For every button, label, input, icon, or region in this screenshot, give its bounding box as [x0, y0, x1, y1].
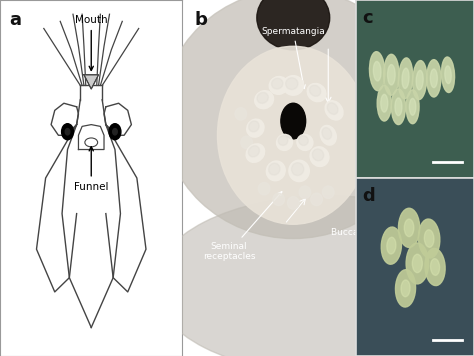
Ellipse shape — [241, 136, 253, 149]
Ellipse shape — [281, 103, 306, 139]
Text: Buccal membrane: Buccal membrane — [331, 182, 413, 237]
Ellipse shape — [249, 121, 259, 132]
Ellipse shape — [276, 134, 292, 151]
Ellipse shape — [419, 219, 440, 258]
Ellipse shape — [325, 101, 343, 120]
Ellipse shape — [381, 94, 388, 112]
Polygon shape — [84, 75, 99, 89]
Text: Seminal
receptacles: Seminal receptacles — [203, 192, 282, 261]
Ellipse shape — [412, 61, 427, 100]
Ellipse shape — [430, 258, 439, 276]
Ellipse shape — [258, 183, 270, 195]
Ellipse shape — [257, 93, 268, 103]
Ellipse shape — [327, 0, 474, 222]
Text: Funnel: Funnel — [74, 147, 109, 192]
Ellipse shape — [381, 227, 401, 264]
Ellipse shape — [404, 219, 414, 237]
Ellipse shape — [62, 124, 73, 140]
Ellipse shape — [322, 186, 334, 198]
Ellipse shape — [299, 136, 308, 146]
Ellipse shape — [248, 146, 259, 157]
Ellipse shape — [387, 237, 396, 254]
Ellipse shape — [269, 163, 280, 175]
Ellipse shape — [299, 186, 311, 198]
Ellipse shape — [395, 270, 416, 307]
Text: d: d — [362, 187, 374, 205]
Text: c: c — [362, 9, 373, 27]
Ellipse shape — [218, 46, 369, 224]
Ellipse shape — [320, 125, 336, 145]
Ellipse shape — [283, 75, 303, 95]
Ellipse shape — [430, 69, 438, 88]
Ellipse shape — [399, 208, 419, 247]
Ellipse shape — [406, 243, 428, 284]
Ellipse shape — [441, 57, 455, 93]
Ellipse shape — [162, 0, 424, 239]
Ellipse shape — [289, 160, 310, 182]
Ellipse shape — [269, 77, 288, 94]
Ellipse shape — [424, 230, 434, 247]
Ellipse shape — [402, 68, 409, 89]
Ellipse shape — [278, 136, 288, 146]
Ellipse shape — [406, 90, 419, 124]
Ellipse shape — [416, 70, 423, 90]
Ellipse shape — [272, 78, 283, 89]
Ellipse shape — [310, 85, 321, 96]
Ellipse shape — [398, 58, 413, 99]
Ellipse shape — [412, 254, 422, 273]
Ellipse shape — [322, 127, 332, 140]
Ellipse shape — [246, 119, 264, 137]
Ellipse shape — [246, 144, 264, 162]
Ellipse shape — [392, 89, 406, 125]
Ellipse shape — [427, 59, 441, 97]
Ellipse shape — [286, 78, 298, 89]
Ellipse shape — [257, 0, 330, 50]
Ellipse shape — [369, 52, 385, 91]
Text: b: b — [194, 11, 207, 29]
Ellipse shape — [395, 98, 402, 116]
Ellipse shape — [374, 62, 381, 81]
Ellipse shape — [266, 161, 285, 181]
Ellipse shape — [287, 197, 299, 209]
Ellipse shape — [292, 163, 304, 176]
Text: Spermatangia: Spermatangia — [261, 27, 325, 89]
Ellipse shape — [377, 85, 392, 121]
Ellipse shape — [235, 108, 246, 120]
Ellipse shape — [310, 147, 329, 167]
Ellipse shape — [445, 66, 451, 84]
Ellipse shape — [65, 129, 70, 135]
Ellipse shape — [297, 134, 313, 151]
Ellipse shape — [109, 124, 121, 140]
Ellipse shape — [425, 248, 445, 286]
Ellipse shape — [401, 280, 410, 297]
Ellipse shape — [113, 129, 117, 135]
Ellipse shape — [410, 98, 416, 115]
Ellipse shape — [327, 103, 338, 114]
Ellipse shape — [154, 196, 474, 356]
Ellipse shape — [327, 134, 474, 356]
Ellipse shape — [312, 149, 324, 161]
Ellipse shape — [311, 193, 322, 205]
Ellipse shape — [383, 54, 399, 95]
Text: Mouth: Mouth — [75, 15, 108, 70]
Ellipse shape — [273, 193, 284, 205]
Text: a: a — [9, 11, 21, 29]
Ellipse shape — [255, 91, 273, 109]
Ellipse shape — [307, 83, 326, 102]
Ellipse shape — [388, 64, 395, 85]
